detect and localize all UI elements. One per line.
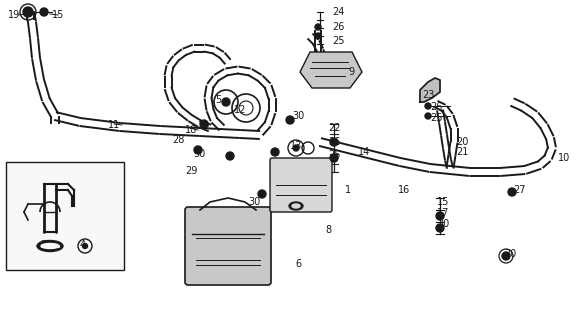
Text: 28: 28 [172,135,184,145]
Text: 4: 4 [80,240,86,250]
Text: 6: 6 [295,259,301,269]
Circle shape [82,244,88,249]
Text: 25: 25 [328,150,340,160]
Circle shape [293,145,299,151]
Text: 30: 30 [292,111,304,121]
Text: 30: 30 [197,121,209,131]
Text: 7: 7 [40,240,46,250]
Circle shape [436,224,444,232]
Text: 29: 29 [185,166,197,176]
Text: 9: 9 [348,67,354,77]
Circle shape [40,8,48,16]
Circle shape [315,33,321,39]
Circle shape [222,98,230,106]
Bar [6,162,124,270]
Text: 26: 26 [332,22,345,32]
Text: 26: 26 [328,137,340,147]
Circle shape [194,146,202,154]
Text: 20: 20 [456,137,469,147]
Circle shape [258,190,266,198]
Circle shape [200,120,208,128]
Text: 30: 30 [504,249,516,259]
FancyBboxPatch shape [270,158,332,212]
Circle shape [436,212,444,220]
Text: 18: 18 [185,125,197,135]
Circle shape [508,188,516,196]
Text: 2: 2 [318,195,324,205]
Text: 8: 8 [325,225,331,235]
Text: 22: 22 [328,123,340,133]
Circle shape [330,154,338,162]
Polygon shape [420,78,440,102]
Text: 12: 12 [234,105,246,115]
Text: 5: 5 [215,95,221,105]
Circle shape [425,113,431,119]
Text: 13: 13 [290,141,302,151]
Ellipse shape [289,202,303,210]
Text: 14: 14 [358,147,370,157]
Text: 26: 26 [430,102,443,112]
Polygon shape [300,52,362,88]
Text: 15: 15 [437,197,450,207]
Text: 24: 24 [332,7,345,17]
Circle shape [286,116,294,124]
Text: 15: 15 [52,10,64,20]
Ellipse shape [37,241,63,252]
Text: 30: 30 [193,149,205,159]
Text: 1: 1 [345,185,351,195]
Text: 17: 17 [437,208,450,218]
Text: 30: 30 [248,197,260,207]
Text: 27: 27 [513,185,525,195]
FancyBboxPatch shape [185,207,271,285]
Circle shape [330,138,338,146]
Text: 11: 11 [108,120,120,130]
Text: 30: 30 [437,219,450,229]
Text: 10: 10 [558,153,570,163]
Text: 23: 23 [422,90,434,100]
Circle shape [271,148,279,156]
Text: 21: 21 [456,147,469,157]
Ellipse shape [292,204,300,208]
Text: 16: 16 [398,185,410,195]
Circle shape [226,152,234,160]
Text: 3: 3 [318,172,324,182]
Text: 25: 25 [430,113,443,123]
Ellipse shape [41,244,59,249]
Circle shape [23,7,33,17]
Text: 25: 25 [332,36,345,46]
Circle shape [502,252,510,260]
Circle shape [425,103,431,109]
Text: 19: 19 [8,10,20,20]
Circle shape [315,24,321,30]
